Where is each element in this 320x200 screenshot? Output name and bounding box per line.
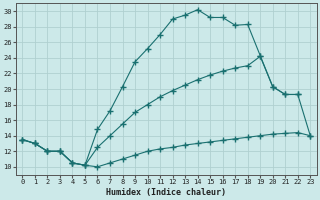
X-axis label: Humidex (Indice chaleur): Humidex (Indice chaleur)	[106, 188, 226, 197]
